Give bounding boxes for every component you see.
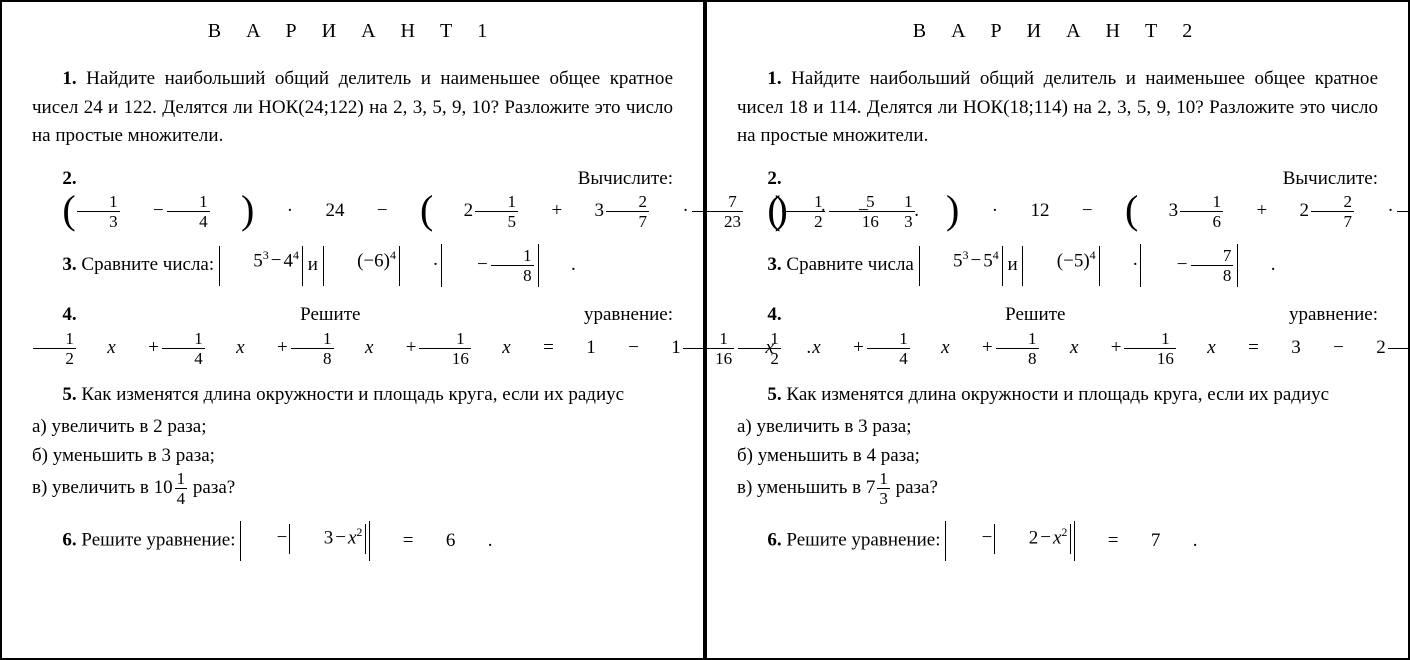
task-2: 2. Вычислите: ( 13 − 14 ) ·24 − ( 215 + … [32, 165, 673, 231]
task-text: Как изменятся длина окружности и площадь… [81, 384, 624, 405]
task-text: Как изменятся длина окружности и площадь… [786, 384, 1329, 405]
task-5a: а) увеличить в 3 раза; [737, 413, 1378, 442]
task-label: Решите уравнение: [81, 529, 240, 550]
task-number: 5. [767, 384, 781, 405]
task-number: 6. [767, 529, 781, 550]
task-5: 5. Как изменятся длина окружности и площ… [32, 381, 673, 410]
math-expression: (−6)4·−18. [323, 244, 578, 287]
task-text: ) на [357, 97, 393, 118]
variant-panel-2: В А Р И А Н Т 2 1. Найдите наибольший об… [705, 0, 1410, 660]
math-expression: ( 13 − 14 ) ·24 − ( 215 + 327 · 723 ) · … [32, 193, 921, 230]
task-5: 5. Как изменятся длина окружности и площ… [737, 381, 1378, 410]
task-number: 2. [767, 168, 781, 189]
variant-heading: В А Р И А Н Т 2 [737, 20, 1378, 43]
task-6: 6. Решите уравнение: −2−x2=7. [737, 521, 1378, 561]
task-number: 2. [62, 168, 76, 189]
task-number: 3. [62, 254, 76, 275]
task-6: 6. Решите уравнение: −3−x2=6. [32, 521, 673, 561]
math-expression: (−5)4·−78. [1022, 244, 1277, 287]
task-nums: 18 и 114 [789, 97, 857, 118]
math-expression: 12x + 14x + 18x + 116x = 1 − 1116x. [32, 330, 813, 367]
task-nums: 24 и 122 [84, 97, 152, 118]
task-1: 1. Найдите наибольший общий делитель и н… [32, 65, 673, 151]
math-expression: 12x + 14x + 18x + 116x = 3 − 2116x. [737, 330, 1410, 367]
task-label: Решите уравнение: [786, 529, 945, 550]
task-divs: 2, 3, 5, 9, 10 [1097, 97, 1195, 118]
task-number: 6. [62, 529, 76, 550]
task-number: 3. [767, 254, 781, 275]
task-4: 4. Решите уравнение: 12x + 14x + 18x + 1… [32, 301, 673, 367]
task-1: 1. Найдите наибольший общий делитель и н… [737, 65, 1378, 151]
task-5a: а) увеличить в 2 раза; [32, 413, 673, 442]
math-expression: 53−54 [919, 246, 1003, 286]
math-expression: −2−x2=7. [945, 521, 1199, 561]
task-label: Решите уравнение: [1005, 304, 1378, 325]
task-number: 4. [62, 304, 76, 325]
task-divs: 2, 3, 5, 9, 10 [393, 97, 490, 118]
task-number: 5. [62, 384, 76, 405]
task-3: 3. Сравните числа: 53−44 и (−6)4·−18. [32, 244, 673, 287]
task-label: Сравните числа [786, 254, 918, 275]
task-text: ) на [1062, 97, 1098, 118]
task-text: . Делятся ли НОК( [152, 97, 305, 118]
task-number: 1. [62, 68, 76, 89]
task-4: 4. Решите уравнение: 12x + 14x + 18x + 1… [737, 301, 1378, 367]
variant-panel-1: В А Р И А Н Т 1 1. Найдите наибольший об… [0, 0, 705, 660]
math-expression: −3−x2=6. [240, 521, 494, 561]
task-number: 4. [767, 304, 781, 325]
task-number: 1. [767, 68, 781, 89]
task-label: Сравните числа: [81, 254, 219, 275]
task-5b: б) уменьшить в 4 раза; [737, 442, 1378, 471]
variant-heading: В А Р И А Н Т 1 [32, 20, 673, 43]
math-expression: 53−44 [219, 246, 303, 286]
task-label: Решите уравнение: [300, 304, 673, 325]
task-text: . Делятся ли НОК( [857, 97, 1010, 118]
task-nok: 24;122 [305, 97, 358, 118]
task-nok: 18;114 [1009, 97, 1061, 118]
and-word: и [308, 254, 323, 275]
task-5c: в) увеличить в 1014 раза? [32, 470, 673, 507]
task-2: 2. Вычислите: ( 12 − 13 ) ·12 − ( 316 + … [737, 165, 1378, 231]
math-expression: ( 12 − 13 ) ·12 − ( 316 + 227 · 716 ) · … [737, 193, 1410, 230]
and-word: и [1007, 254, 1022, 275]
task-5c: в) уменьшить в 713 раза? [737, 470, 1378, 507]
task-label: Вычислите: [578, 168, 673, 189]
task-label: Вычислите: [1283, 168, 1378, 189]
task-5b: б) уменьшить в 3 раза; [32, 442, 673, 471]
task-3: 3. Сравните числа 53−54 и (−5)4·−78. [737, 244, 1378, 287]
